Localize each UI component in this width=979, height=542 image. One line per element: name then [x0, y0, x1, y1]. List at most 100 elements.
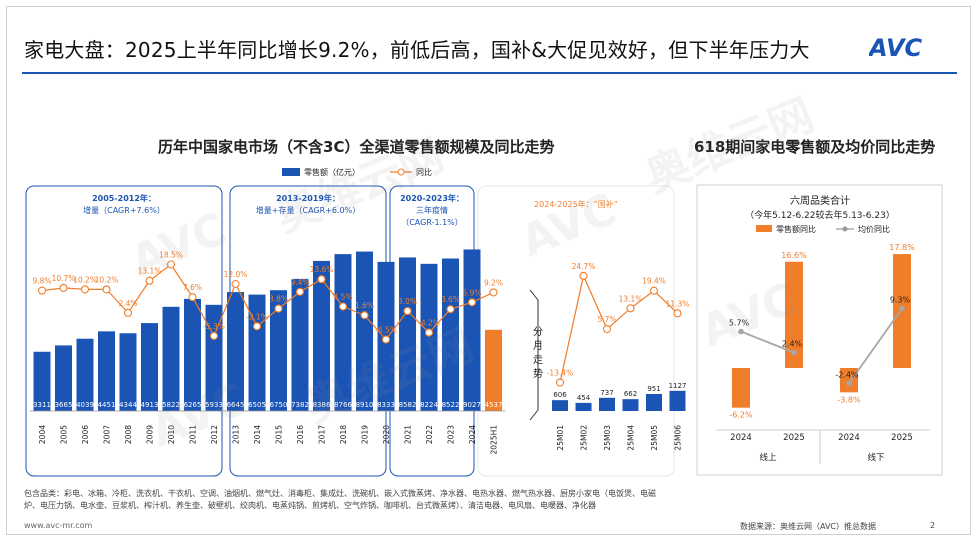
data-source: 数据来源：奥维云网（AVC）推总数据	[740, 522, 877, 531]
yoy-point-11	[252, 322, 262, 331]
right-xtick-2: 2024	[838, 433, 860, 443]
yoy-point-7	[166, 260, 176, 269]
monthly-bar-value-25M04: 662	[624, 390, 637, 398]
sales-yoy-bar-2	[840, 368, 858, 393]
bar-2021	[399, 257, 416, 411]
price-yoy-point-0	[738, 328, 744, 335]
bar-2022	[420, 263, 438, 411]
monthly-xtick-25M05: 25M05	[650, 425, 659, 451]
header-divider	[22, 72, 957, 74]
xtick-2025H1: 2025H1	[490, 425, 499, 455]
xtick-2022: 2022	[425, 425, 434, 444]
monthly-divider-char-0: 分	[533, 326, 543, 338]
yoy-label-4: 10.2%	[95, 275, 119, 284]
xtick-2005: 2005	[60, 425, 69, 444]
website: www.avc-mr.com	[24, 521, 93, 530]
yoy-point-17	[381, 335, 391, 344]
yoy-label-22: 9.2%	[484, 278, 503, 287]
yoy-point-19	[424, 328, 434, 337]
categories-note-2: 炉、电压力锅、电水壶、豆浆机、榨汁机、养生壶、破壁机、绞肉机、电蒸炖锅、煎烤机、…	[24, 501, 596, 510]
monthly-bar-25M02	[575, 402, 592, 411]
yoy-label-14: 13.6%	[310, 265, 334, 274]
yoy-label-17: -6.5%	[375, 326, 397, 335]
yoy-point-5	[123, 308, 133, 317]
bar-2007	[98, 331, 115, 411]
bar-value-2025H1: 4537	[485, 401, 503, 409]
yoy-point-3	[80, 285, 90, 294]
monthly-bar-value-25M05: 951	[647, 385, 660, 393]
yoy-label-11: -2.1%	[246, 312, 268, 321]
monthly-yoy-point-1	[579, 271, 588, 280]
monthly-yoy-label-4: 19.4%	[642, 277, 666, 286]
legend-swatch-retail	[282, 168, 300, 176]
yoy-label-1: 9.8%	[32, 277, 51, 286]
bar-2018	[334, 254, 352, 411]
bar-value-2004: 3311	[33, 401, 51, 409]
xtick-2007: 2007	[103, 425, 112, 444]
yoy-point-14	[317, 275, 326, 284]
monthly-bar-25M03	[599, 397, 615, 411]
bar-value-2022: 8224	[420, 401, 438, 409]
yoy-point-2	[59, 283, 68, 292]
bar-value-2012: 5933	[205, 401, 223, 409]
bar-value-2014: 6505	[248, 401, 266, 409]
yoy-point-1	[37, 286, 47, 295]
price-yoy-point-3	[899, 305, 905, 312]
bar-2004	[33, 351, 51, 411]
avc-logo: AVC	[869, 34, 923, 62]
xtick-2006: 2006	[81, 425, 90, 444]
yoy-point-18	[403, 306, 412, 316]
xtick-2004: 2004	[38, 425, 47, 444]
legend-marker-price-yoy	[842, 226, 848, 232]
yoy-label-15: 4.5%	[333, 293, 352, 302]
xtick-2024: 2024	[468, 425, 477, 444]
yoy-point-21	[467, 298, 477, 307]
yoy-point-22	[489, 288, 498, 297]
yoy-point-6	[145, 276, 154, 285]
monthly-xtick-25M01: 25M01	[556, 425, 565, 451]
xtick-2017: 2017	[318, 425, 327, 444]
monthly-bar-25M06	[669, 390, 686, 411]
yoy-label-7: 18.5%	[159, 251, 183, 260]
bar-value-2020: 8333	[377, 401, 395, 409]
yoy-point-20	[446, 305, 455, 314]
bar-2010	[162, 306, 180, 411]
sales-yoy-label-0: -6.2%	[729, 411, 753, 420]
price-yoy-label-3: 9.3%	[890, 295, 911, 304]
period-subtitle-2: 增量+存量（CAGR+6.0%）	[256, 205, 360, 215]
sales-yoy-bar-0	[732, 368, 750, 408]
bar-2011	[184, 298, 201, 411]
bar-value-2006: 4039	[76, 401, 94, 409]
group-label-offline: 线下	[867, 452, 885, 463]
yoy-label-9: -5.3%	[203, 322, 225, 331]
monthly-divider-char-2: 走	[533, 354, 543, 366]
period-box-4	[477, 185, 675, 477]
xtick-2016: 2016	[296, 425, 305, 444]
monthly-divider-arrow	[529, 289, 539, 421]
legend-marker-yoy	[397, 168, 405, 176]
bar-2016	[291, 278, 309, 411]
bar-2013	[227, 292, 244, 411]
monthly-yoy-label-2: 5.7%	[597, 315, 616, 324]
right-xtick-0: 2024	[730, 433, 752, 443]
legend-label-sales-yoy: 零售额同比	[776, 224, 816, 234]
xtick-2009: 2009	[146, 425, 155, 444]
panel-subtitle: （今年5.12-6.22较去年5.13-6.23）	[745, 209, 895, 221]
yoy-label-13: 9.4%	[290, 278, 309, 287]
bar-value-2023: 8522	[442, 401, 460, 409]
yoy-label-19: -4.2%	[418, 319, 440, 328]
bar-2023	[442, 258, 459, 411]
price-yoy-label-0: 5.7%	[729, 319, 750, 328]
group-label-online: 线上	[759, 452, 777, 463]
sales-yoy-bar-1	[785, 261, 803, 368]
bar-value-2019: 8910	[356, 401, 374, 409]
logo-text: AVC	[869, 34, 923, 62]
yoy-line	[41, 263, 494, 341]
monthly-xtick-25M03: 25M03	[603, 425, 612, 451]
monthly-yoy-line	[559, 273, 678, 383]
yoy-label-5: 2.4%	[118, 299, 137, 308]
xtick-2014: 2014	[253, 425, 262, 444]
monthly-divider-char-3: 势	[533, 367, 543, 380]
monthly-bar-value-25M02: 454	[577, 394, 591, 402]
period-title-1: 2005-2012年：	[92, 193, 156, 203]
